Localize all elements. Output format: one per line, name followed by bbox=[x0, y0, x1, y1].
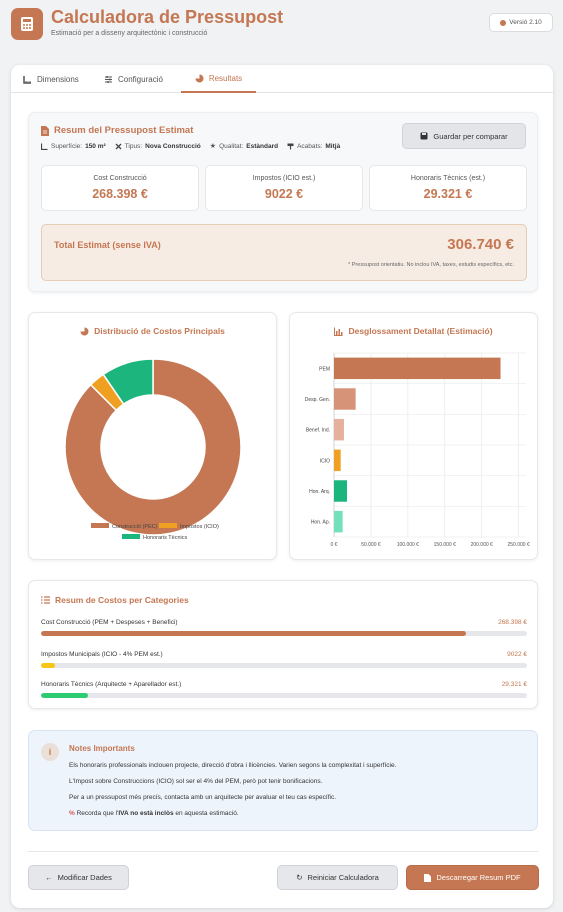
bar[interactable] bbox=[334, 388, 356, 410]
bar[interactable] bbox=[334, 480, 347, 502]
percent-icon: % bbox=[69, 810, 75, 817]
legend-label: Construcció (PEC) bbox=[112, 524, 158, 530]
tab-resultats[interactable]: Resultats bbox=[181, 65, 256, 93]
modify-data-button[interactable]: ← Modificar Dades bbox=[28, 865, 129, 890]
divider bbox=[28, 851, 538, 852]
cost-distribution-card: Distribució de Costos Principals Constru… bbox=[28, 312, 277, 560]
y-tick-label: Benef. Ind. bbox=[306, 428, 330, 434]
progress-track bbox=[41, 693, 527, 698]
ruler-icon bbox=[41, 143, 48, 150]
pie-chart-icon bbox=[195, 74, 204, 82]
reset-calculator-button[interactable]: ↻ Reiniciar Calculadora bbox=[277, 865, 398, 890]
document-icon bbox=[41, 125, 49, 136]
legend-label: Impostos (ICIO) bbox=[180, 524, 219, 530]
budget-summary: Resum del Pressupost Estimat Superfície:… bbox=[28, 112, 538, 292]
version-badge: Versió 2.10 bbox=[489, 13, 553, 32]
sliders-icon bbox=[105, 75, 112, 83]
x-tick-label: 100.000 € bbox=[397, 542, 419, 548]
file-pdf-icon bbox=[424, 873, 432, 882]
meta-quality: ★ Qualitat: Estàndard bbox=[209, 142, 279, 151]
x-tick-label: 150.000 € bbox=[434, 542, 456, 548]
stat-construction: Cost Construcció 268.398 € bbox=[41, 165, 199, 211]
download-pdf-button[interactable]: Descarregar Resum PDF bbox=[406, 865, 539, 890]
x-tick-label: 50.000 € bbox=[361, 542, 381, 548]
paint-roller-icon bbox=[287, 143, 294, 149]
calculator-icon bbox=[11, 8, 43, 40]
app-subtitle: Estimació per a disseny arquitectònic i … bbox=[51, 30, 208, 37]
category-title: Resum de Costos per Categories bbox=[41, 595, 189, 605]
app-title: Calculadora de Pressupost bbox=[51, 7, 284, 27]
bar[interactable] bbox=[334, 357, 501, 380]
star-icon: ★ bbox=[209, 143, 217, 150]
tab-configuracio[interactable]: Configuració bbox=[104, 65, 163, 93]
x-tick-label: 0 € bbox=[331, 542, 338, 548]
bar[interactable] bbox=[334, 449, 341, 472]
note-warning: % Recorda que l'IVA no està inclòs en aq… bbox=[69, 810, 239, 817]
note-line: L'Impost sobre Construccions (ICIO) sol … bbox=[69, 778, 323, 785]
bar-title: Desglossament Detallat (Estimació) bbox=[290, 326, 537, 336]
pie-chart-icon bbox=[80, 327, 89, 335]
meta-finishes: Acabats: Mitjà bbox=[287, 142, 340, 150]
legend-swatch bbox=[159, 523, 177, 528]
bar-chart-icon bbox=[334, 327, 343, 336]
x-tick-label: 200.000 € bbox=[471, 542, 493, 548]
notes-title: Notes Importants bbox=[69, 744, 135, 753]
note-line: Per a un pressupost més precís, contacta… bbox=[69, 794, 337, 801]
total-estimate: Total Estimat (sense IVA) 306.740 € * Pr… bbox=[41, 224, 527, 281]
ruler-icon bbox=[23, 75, 31, 84]
y-tick-label: Desp. Gen. bbox=[305, 397, 330, 403]
important-notes: i Notes Importants Els honoraris profess… bbox=[28, 730, 538, 831]
progress-track bbox=[41, 631, 527, 636]
info-icon: i bbox=[41, 743, 59, 761]
bar[interactable] bbox=[334, 418, 344, 441]
main-card: Dimensions Configuració Resultats Resum … bbox=[11, 65, 553, 908]
y-tick-label: Hon. Arq. bbox=[309, 489, 330, 495]
bar[interactable] bbox=[334, 510, 343, 533]
save-compare-button[interactable]: Guardar per comparar bbox=[402, 123, 526, 149]
tools-icon bbox=[115, 143, 122, 149]
progress-fill bbox=[41, 663, 56, 668]
donut-chart: Construcció (PEC) Impostos (ICIO) Honorari… bbox=[64, 358, 242, 541]
list-icon bbox=[41, 596, 50, 604]
note-line: Els honoraris professionals inclouen pro… bbox=[69, 762, 397, 769]
x-tick-label: 250.000 € bbox=[507, 542, 529, 548]
donut-slice[interactable] bbox=[64, 358, 242, 536]
floppy-disk-icon bbox=[420, 132, 428, 140]
arrow-left-icon: ← bbox=[45, 873, 53, 882]
bar-chart: 0 € 50.000 € 100.000 € 150.000 € 200.000 € 25… bbox=[305, 352, 530, 548]
breakdown-card: Desglossament Detallat (Estimació) 0 € 50… bbox=[289, 312, 538, 560]
summary-title: Resum del Pressupost Estimat bbox=[41, 125, 193, 136]
legend-swatch bbox=[122, 534, 140, 539]
donut-slice[interactable] bbox=[102, 358, 154, 406]
refresh-icon: ↻ bbox=[296, 873, 303, 882]
stat-taxes: Impostos (ICIO est.) 9022 € bbox=[205, 165, 363, 211]
info-icon bbox=[500, 19, 507, 26]
meta-surface: Superfície: 150 m² bbox=[41, 142, 106, 150]
progress-track bbox=[41, 663, 527, 668]
legend-swatch bbox=[91, 523, 109, 528]
tab-bar: Dimensions Configuració Resultats bbox=[11, 65, 553, 93]
progress-fill bbox=[41, 693, 88, 698]
progress-fill bbox=[41, 631, 467, 636]
y-tick-label: Hon. Ap. bbox=[311, 520, 330, 526]
category-summary: Resum de Costos per Categories Cost Cons… bbox=[28, 580, 538, 709]
y-tick-label: PEM bbox=[319, 366, 330, 372]
legend-label: Honoraris Tècnics bbox=[143, 535, 187, 541]
tab-dimensions[interactable]: Dimensions bbox=[23, 65, 79, 93]
y-tick-label: ICIO bbox=[320, 458, 330, 464]
stat-fees: Honoraris Tècnics (est.) 29.321 € bbox=[369, 165, 527, 211]
summary-meta: Superfície: 150 m² Tipus: Nova Construcció… bbox=[41, 142, 340, 150]
donut-title: Distribució de Costos Principals bbox=[29, 326, 276, 336]
meta-type: Tipus: Nova Construcció bbox=[115, 142, 201, 150]
app-header: Calculadora de Pressupost Estimació per … bbox=[11, 7, 553, 44]
